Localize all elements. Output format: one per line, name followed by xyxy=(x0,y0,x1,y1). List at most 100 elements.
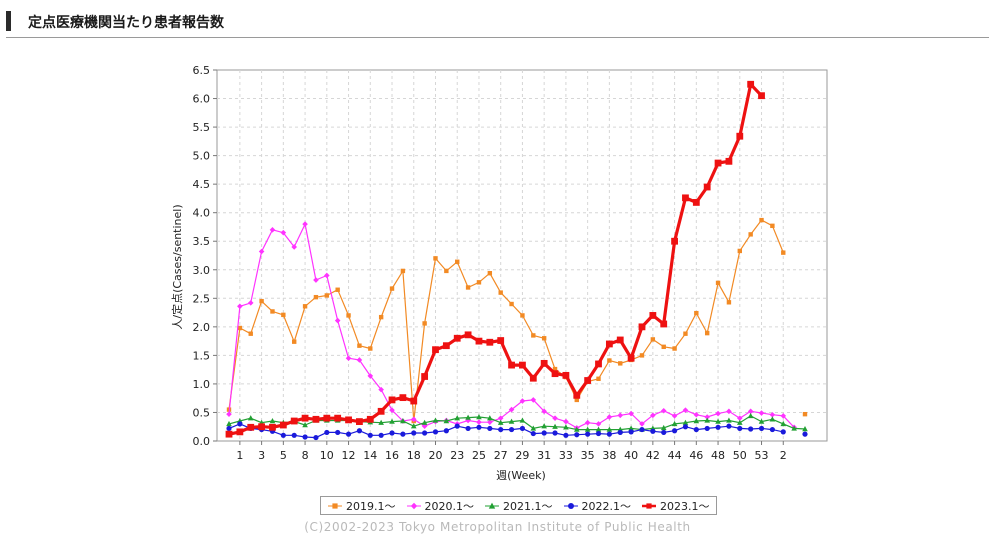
data-point xyxy=(324,293,330,298)
data-point xyxy=(649,312,657,319)
y-tick-label: 1.0 xyxy=(193,378,211,391)
data-point xyxy=(519,417,526,423)
data-point xyxy=(356,357,363,363)
data-point xyxy=(302,422,308,428)
data-point xyxy=(248,331,253,336)
data-point xyxy=(497,419,504,425)
data-point xyxy=(400,418,406,424)
data-point xyxy=(574,432,580,438)
data-point xyxy=(704,414,710,420)
y-tick-label: 2.0 xyxy=(193,321,211,334)
data-point xyxy=(487,415,493,421)
data-point xyxy=(606,414,613,420)
data-point xyxy=(301,414,309,422)
data-point xyxy=(682,419,689,425)
data-point xyxy=(715,424,721,430)
data-point xyxy=(628,410,634,417)
y-tick-label: 5.5 xyxy=(193,121,211,134)
data-point xyxy=(530,425,537,431)
data-point xyxy=(759,217,764,223)
x-tick-label: 14 xyxy=(363,449,377,462)
data-point xyxy=(791,425,797,431)
data-point xyxy=(693,426,699,433)
data-point xyxy=(692,199,700,206)
data-point xyxy=(660,424,667,431)
data-point xyxy=(660,320,668,328)
y-tick-label: 5.0 xyxy=(193,150,211,163)
data-point xyxy=(443,428,449,434)
y-tick-label: 4.0 xyxy=(193,207,211,220)
data-point xyxy=(541,423,547,429)
data-point xyxy=(758,92,765,100)
data-point xyxy=(508,426,515,433)
data-point xyxy=(368,346,373,351)
data-point xyxy=(769,426,775,433)
legend-label: 2021.1～ xyxy=(503,499,553,513)
legend-item: 2022.1～ xyxy=(563,498,631,514)
data-point xyxy=(247,423,255,431)
y-tick-label: 3.0 xyxy=(193,264,211,277)
x-tick-label: 33 xyxy=(559,449,573,462)
data-point xyxy=(475,337,483,345)
data-point xyxy=(346,313,351,318)
data-point xyxy=(302,434,308,440)
data-point xyxy=(498,426,504,433)
data-point xyxy=(226,411,232,417)
data-point xyxy=(454,423,460,429)
data-point xyxy=(237,325,243,331)
data-point xyxy=(748,426,754,432)
data-point xyxy=(650,412,656,419)
x-tick-label: 50 xyxy=(733,449,747,462)
data-point xyxy=(531,333,536,338)
x-tick-label: 20 xyxy=(428,449,442,462)
data-point xyxy=(432,346,439,354)
data-point xyxy=(605,340,613,348)
x-tick-label: 38 xyxy=(602,449,616,462)
data-point xyxy=(465,425,471,432)
data-point xyxy=(334,317,341,324)
data-point xyxy=(650,337,656,342)
data-point xyxy=(715,418,721,424)
data-point xyxy=(747,80,755,88)
data-point xyxy=(541,430,547,436)
data-point xyxy=(596,376,601,381)
data-point xyxy=(291,432,297,438)
data-point xyxy=(399,394,407,402)
data-point xyxy=(411,430,417,436)
y-tick-label: 0.0 xyxy=(193,435,211,448)
data-point xyxy=(367,432,373,438)
data-point xyxy=(225,430,233,438)
data-point xyxy=(726,300,732,305)
legend-swatch-marker xyxy=(488,502,496,509)
data-point xyxy=(780,429,786,435)
data-point xyxy=(464,331,472,339)
data-point xyxy=(476,280,482,285)
legend-swatch-marker xyxy=(332,502,338,509)
data-point xyxy=(422,321,427,326)
data-point xyxy=(422,430,428,436)
x-tick-label: 44 xyxy=(668,449,682,462)
data-point xyxy=(781,250,786,255)
series-line xyxy=(228,423,784,439)
data-point xyxy=(443,418,450,424)
data-point xyxy=(444,268,449,274)
data-point xyxy=(421,419,428,425)
legend-label: 2019.1～ xyxy=(346,499,396,513)
data-point xyxy=(736,132,744,140)
data-point xyxy=(607,358,612,363)
data-point xyxy=(508,361,515,369)
x-tick-label: 48 xyxy=(711,449,725,462)
data-point xyxy=(802,411,808,417)
data-point xyxy=(703,183,711,191)
x-tick-label: 23 xyxy=(450,449,464,462)
legend-swatch xyxy=(485,502,499,509)
legend-item: 2019.1～ xyxy=(327,498,396,514)
data-point xyxy=(312,415,320,423)
y-tick-label: 2.5 xyxy=(193,292,211,305)
legend-swatch xyxy=(563,502,578,509)
data-point xyxy=(269,418,276,424)
data-point xyxy=(552,366,558,372)
data-point xyxy=(432,429,439,435)
data-point xyxy=(237,421,243,427)
